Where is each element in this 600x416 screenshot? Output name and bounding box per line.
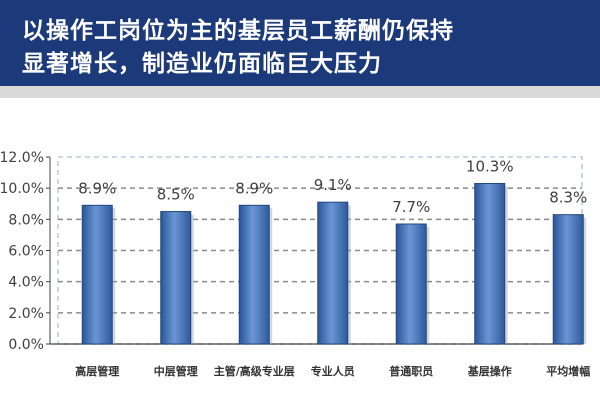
y-tick-label: 12.0% xyxy=(0,150,44,166)
bar xyxy=(395,223,427,345)
data-label: 8.9% xyxy=(235,179,273,197)
x-tick-label: 高层管理 xyxy=(75,364,119,378)
bar xyxy=(238,204,270,345)
chart-area: 0.0% 2.0% 4.0% 6.0% 8.0% 10.0% 12.0% 8.9% 高层管理 8… xyxy=(0,98,600,412)
y-tick-label: 6.0% xyxy=(8,244,44,260)
bar xyxy=(317,201,349,345)
bar-chart: 0.0% 2.0% 4.0% 6.0% 8.0% 10.0% 12.0% 8.9% 高层管理 8… xyxy=(0,150,590,378)
data-label: 8.5% xyxy=(157,186,195,204)
bar xyxy=(474,182,506,345)
y-tick-label: 2.0% xyxy=(8,306,44,322)
data-label: 9.1% xyxy=(314,176,352,194)
bar xyxy=(552,214,584,345)
header-divider xyxy=(0,86,600,98)
x-tick-label: 平均增幅 xyxy=(546,364,590,378)
page-title-line1: 以操作工岗位为主的基层员工薪酬仍保持 xyxy=(22,18,454,44)
x-tick-label: 中层管理 xyxy=(154,364,198,378)
x-tick-label: 专业人员 xyxy=(311,364,355,378)
page-title-line2: 显著增长，制造业仍面临巨大压力 xyxy=(22,51,382,77)
data-label: 8.9% xyxy=(78,179,116,197)
data-label: 8.3% xyxy=(549,189,587,207)
data-label: 7.7% xyxy=(392,198,430,216)
bar xyxy=(160,211,192,345)
x-tick-label: 普通职员 xyxy=(389,364,433,378)
header-banner: 以操作工岗位为主的基层员工薪酬仍保持 显著增长，制造业仍面临巨大压力 xyxy=(0,0,600,86)
y-tick-label: 8.0% xyxy=(8,212,44,228)
y-tick-label: 0.0% xyxy=(8,337,44,353)
y-tick-label: 10.0% xyxy=(0,181,44,197)
bar xyxy=(81,204,113,345)
y-tick-label: 4.0% xyxy=(8,275,44,291)
x-tick-label: 基层操作 xyxy=(467,364,512,378)
data-label: 10.3% xyxy=(466,157,514,175)
x-tick-label: 主管/高级专业层 xyxy=(214,364,295,378)
